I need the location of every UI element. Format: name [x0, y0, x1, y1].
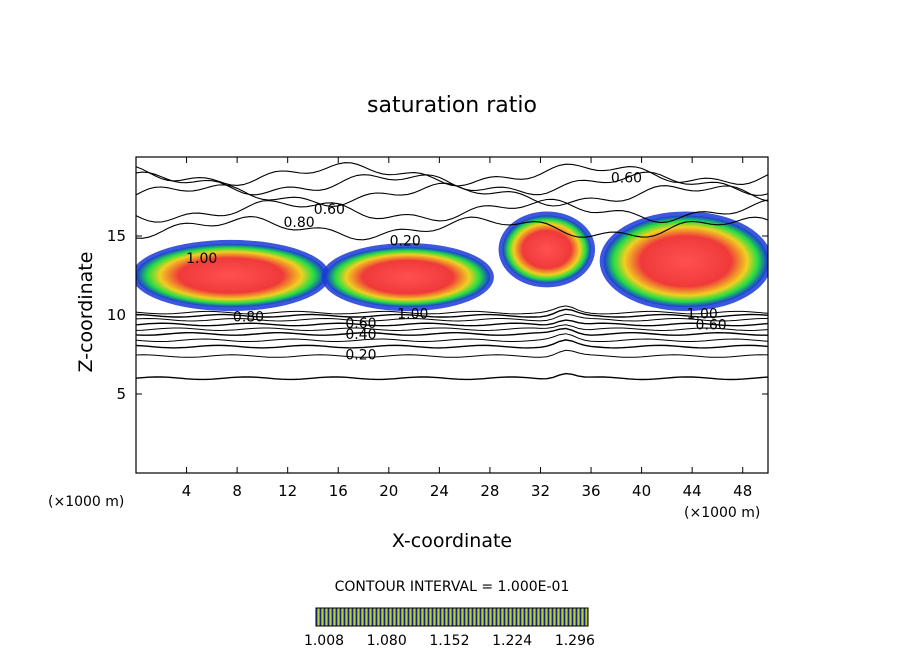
contour-label: 0.20 — [390, 234, 421, 250]
x-tick-label: 4 — [182, 482, 192, 500]
contour-label: 1.00 — [397, 306, 428, 322]
contour-line — [136, 305, 768, 315]
contour-label: 0.60 — [314, 202, 345, 218]
x-tick-label: 24 — [430, 482, 449, 500]
contour-line-upper — [136, 171, 768, 196]
contour-line — [136, 327, 768, 336]
colorbar-label: 1.296 — [555, 633, 595, 649]
y-tick-label: 5 — [116, 385, 126, 403]
colorbar-label: 1.080 — [367, 633, 407, 649]
y-tick-label: 10 — [107, 306, 126, 324]
contour-line — [136, 349, 768, 358]
x-tick-label: 40 — [632, 482, 651, 500]
x-tick-label: 32 — [531, 482, 550, 500]
region-west — [136, 243, 326, 308]
saturation-fill — [136, 211, 768, 312]
colorbar-label: 1.224 — [492, 633, 532, 649]
contour-label: 1.00 — [186, 251, 217, 267]
contour-line-upper — [136, 198, 768, 224]
chart-title: saturation ratio — [367, 93, 537, 118]
colorbar-labels: 1.008 1.080 1.152 1.224 1.296 — [304, 633, 595, 649]
contour-labels: 0.600.600.800.201.001.000.80 0.600.400.20… — [186, 171, 727, 364]
x-axis-ticks: 4 8 12 16 20 24 28 32 36 40 44 48 — [182, 157, 752, 500]
region-east — [603, 215, 768, 308]
contour-label: 0.60 — [696, 317, 727, 333]
x-tick-label: 44 — [683, 482, 702, 500]
contour-label: 0.80 — [283, 215, 314, 231]
contour-interval-text: CONTOUR INTERVAL = 1.000E-01 — [335, 579, 570, 595]
contour-line — [136, 333, 768, 342]
contour-line — [136, 313, 768, 322]
plot-area: 0.600.600.800.201.001.000.80 0.600.400.20… — [136, 162, 768, 381]
contour-line-upper — [136, 162, 768, 187]
x-unit-right: (×1000 m) — [684, 505, 760, 521]
contour-line — [136, 319, 768, 327]
contour-line-upper — [136, 216, 768, 241]
contour-label: 0.60 — [345, 316, 376, 332]
y-axis-label: Z-coordinate — [75, 252, 97, 373]
x-tick-label: 8 — [232, 482, 242, 500]
contour-line — [136, 324, 768, 332]
colorbar-label: 1.008 — [304, 633, 344, 649]
x-tick-label: 36 — [581, 482, 600, 500]
contour-label: 0.40 — [345, 327, 376, 343]
colorbar — [315, 607, 589, 627]
x-tick-label: 12 — [278, 482, 297, 500]
contour-line — [136, 372, 768, 381]
contour-label: 0.60 — [611, 171, 642, 187]
x-tick-label: 48 — [733, 482, 752, 500]
contour-line-upper — [136, 182, 768, 207]
contour-label: 1.00 — [687, 306, 718, 322]
x-unit-left: (×1000 m) — [48, 494, 124, 510]
x-axis-label: X-coordinate — [392, 530, 512, 552]
y-axis-ticks: 5 10 15 — [107, 227, 768, 403]
colorbar-label: 1.152 — [429, 633, 469, 649]
contour-line — [136, 339, 768, 349]
y-tick-label: 15 — [107, 227, 126, 245]
contour-lines — [136, 162, 768, 381]
region-anvil — [502, 215, 592, 284]
contour-line — [136, 308, 768, 318]
x-tick-label: 28 — [480, 482, 499, 500]
contour-label: 0.80 — [233, 310, 264, 326]
region-central — [325, 247, 490, 308]
x-tick-label: 16 — [329, 482, 348, 500]
contour-label: 0.20 — [345, 348, 376, 364]
x-tick-label: 20 — [379, 482, 398, 500]
